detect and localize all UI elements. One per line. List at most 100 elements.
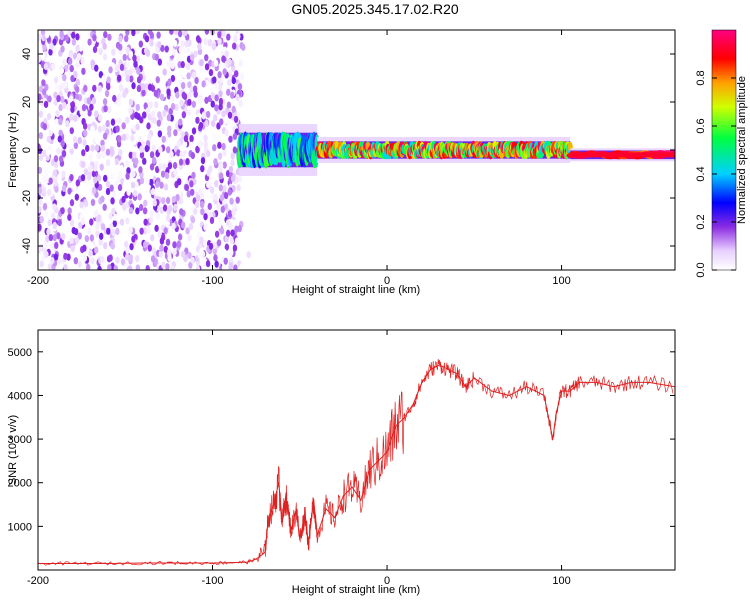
spectrogram-cell [100,256,105,264]
spectrogram-cell [235,196,240,204]
spectrogram-cell [94,222,100,231]
spectrogram-cell [232,146,238,154]
spectrogram-cell [186,109,192,117]
spectrogram-cell [216,122,221,130]
spectrogram-cells [38,30,675,270]
spectrogram-cell [166,60,172,68]
spectrogram-cell [53,253,59,261]
spectrogram-cell [38,154,44,162]
spectrogram-cell [126,167,131,175]
spectrogram-cell [160,170,166,178]
spectrogram-cell [132,124,137,132]
spectrogram-cell [81,149,86,157]
spectrogram-cell [116,74,122,82]
spectrogram-cell [75,33,80,41]
spectrogram-y-label: Frequency (Hz) [7,112,19,188]
spectrogram-cell [59,30,64,38]
spectrogram-cell [226,101,232,109]
snr-point [264,551,266,554]
chart-title: GN05.2025.345.17.02.R20 [291,1,459,17]
spectrogram-cell [90,59,95,67]
spectrogram-cell [139,177,145,185]
spectrogram-cell [171,48,176,56]
spectrogram-cell [101,124,107,132]
spectrogram-cell [133,189,138,197]
spectrogram-cell [75,179,81,187]
x-tick-label: -200 [27,575,49,587]
spectrogram-cell [125,217,130,225]
spectrogram-cell [78,44,84,52]
spectrogram-cell [199,192,205,200]
x-tick-label: -200 [27,275,49,287]
spectrogram-cell [190,188,195,196]
spectrogram-cell [227,58,232,66]
spectrogram-cell [180,250,186,258]
spectrogram-cell [194,185,199,193]
spectrogram-cell [69,120,75,128]
spectrogram-cell [222,161,227,169]
spectrogram-cell [71,38,77,46]
spectrogram-cell [155,212,161,220]
y-tick-label: 2000 [8,478,32,490]
spectrogram-cell [146,226,151,234]
spectrogram-cell [204,30,210,35]
spectrogram-cell [83,179,89,188]
spectrogram-cell [161,261,166,269]
spectrogram-cell [225,229,231,237]
spectrogram-cell [116,221,121,229]
spectrogram-cell [232,132,238,140]
colorbar-tick-label: 0.0 [695,262,707,277]
spectrogram-cell [188,261,193,269]
spectrogram-cell [142,111,147,119]
snr-point [142,562,144,564]
spectrogram-cell [246,251,251,259]
spectrogram-cell [99,163,104,171]
spectrogram-cell [162,163,167,171]
spectrogram-cell [169,150,174,159]
spectrogram-cell [96,152,101,160]
spectrogram-cell [115,64,120,72]
spectrogram-cell [82,122,88,130]
spectrogram-cell [101,151,106,159]
spectrogram-cell [83,168,89,176]
spectrogram-cell [165,196,171,205]
snr-point [290,530,292,532]
spectrogram-cell [104,89,110,98]
spectrogram-cell [203,38,208,46]
spectrogram-cell [217,152,223,160]
spectrogram-cell [160,44,165,53]
spectrogram-cell [134,111,139,119]
snr-x-ticks: -200 -100 0 100 [27,330,571,587]
spectrogram-cell [45,235,50,243]
spectrogram-cell [221,110,226,118]
spectrogram-cell [168,48,173,57]
snr-point [561,390,563,392]
spectrogram-cell [144,82,149,90]
spectrogram-cell [56,95,61,103]
spectrogram-cell [111,190,117,198]
spectrogram-cell [71,226,76,235]
spectrogram-cell [136,85,142,93]
spectrogram-cell [60,95,65,104]
y-tick-label: -20 [21,190,33,206]
spectrogram-cell [46,228,51,236]
spectrogram-cell [179,150,184,159]
spectrogram-cell [165,220,170,228]
spectrogram-cell [50,241,55,249]
spectrogram-cell [231,76,236,85]
spectrogram-cell [148,101,153,109]
spectrogram-cell [173,30,179,36]
spectrogram-cell [229,197,234,205]
spectrogram-cell [234,237,240,245]
spectrogram-cell [138,40,144,48]
spectrogram-cell [58,118,63,126]
snr-point [342,495,344,497]
snr-point [307,543,310,545]
spectrogram-cell [141,83,146,91]
spectrogram-cell [238,59,243,68]
spectrogram-cell [87,38,92,46]
spectrogram-cell [127,265,133,270]
colorbar-tick-label: 0.4 [695,166,707,181]
spectrogram-cell [38,223,42,231]
spectrogram-cell [200,208,205,216]
